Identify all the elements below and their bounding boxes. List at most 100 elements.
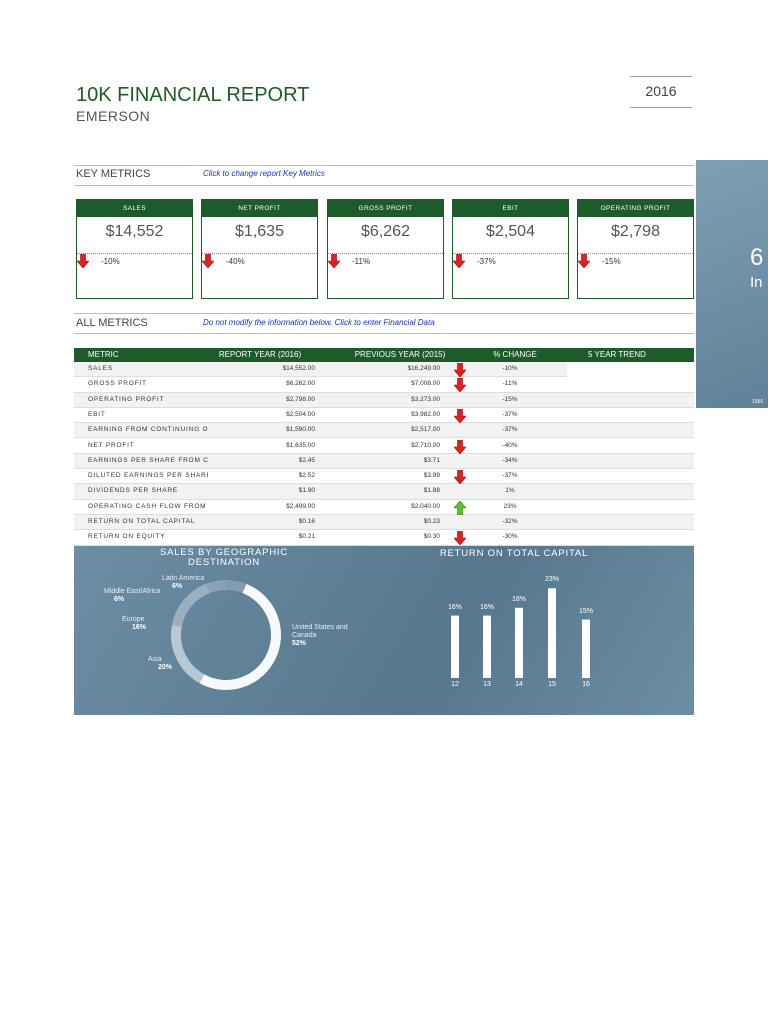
table-row	[74, 484, 694, 500]
bar-category-label: 13	[483, 681, 491, 688]
section-heading: KEY METRICS	[76, 168, 151, 180]
section-rule	[74, 313, 694, 314]
bar-value-label: 15%	[578, 607, 593, 615]
table-row	[74, 438, 694, 454]
card-label: OPERATING PROFIT	[578, 200, 693, 217]
metric-value: $0.16	[298, 518, 315, 525]
metric-value: $14,552.00	[282, 365, 315, 372]
card-value: $2,504	[486, 223, 535, 240]
metric-value: $0.21	[298, 533, 315, 541]
metric-card[interactable]: EBIT $2,504 -37%	[452, 199, 569, 299]
metric-card[interactable]: NET PROFIT $1,635 -40%	[201, 199, 318, 299]
trend-arrow	[453, 254, 465, 268]
arrow-shape	[453, 254, 465, 268]
metric-name: OPERATING CASH FLOW FROM C	[88, 502, 208, 510]
year-rule	[630, 107, 692, 108]
metric-value: -30%	[502, 533, 518, 541]
arrow-shape	[202, 254, 214, 268]
financial-data-link[interactable]: Do not modify the information below. Cli…	[203, 318, 435, 327]
metric-value: $1.90	[298, 487, 315, 495]
card-change: -15%	[602, 257, 621, 266]
bar-value-label: 23%	[544, 576, 559, 584]
metric-value: -32%	[502, 518, 518, 525]
metric-value: $3,982.00	[411, 410, 440, 418]
column-header: REPORT YEAR (2016)	[218, 350, 302, 359]
bar-category-label: 12	[451, 681, 459, 688]
arrow-shape	[454, 500, 466, 515]
card-label: SALES	[77, 200, 192, 217]
section-rule	[74, 185, 694, 186]
metric-value: -37%	[502, 410, 518, 418]
arrow-shape	[454, 363, 466, 377]
trend-arrow	[454, 378, 466, 393]
metric-value: $2,499.00	[286, 502, 315, 510]
card-value: $14,552	[105, 223, 164, 240]
trend-arrow	[77, 254, 89, 268]
table-row	[74, 453, 694, 470]
report-year[interactable]: 2016	[645, 83, 677, 99]
donut-segment	[225, 580, 247, 594]
segment-value: 16%	[132, 624, 147, 631]
donut-segment	[199, 583, 281, 690]
bar-category-label: 15	[548, 681, 556, 688]
metric-value: $1.88	[423, 487, 440, 495]
metric-value: -40%	[502, 441, 518, 449]
segment-label: Europe	[122, 616, 145, 623]
metric-value: $2.45	[298, 456, 315, 464]
metric-name: EARNING FROM CONTINUING OP	[88, 426, 208, 434]
metric-card[interactable]: OPERATING PROFIT $2,798 -15%	[577, 199, 694, 299]
side-number: 6	[750, 244, 764, 271]
side-text: In	[750, 274, 763, 291]
trend-arrow	[578, 254, 590, 268]
bar-category-label: 14	[515, 681, 523, 688]
card-value: $1,635	[235, 223, 284, 240]
section-rule	[74, 165, 694, 166]
metric-value: $2,504.00	[286, 410, 315, 418]
column-header: % CHANGE	[493, 350, 537, 359]
side-footnote: 1956	[752, 399, 764, 405]
card-value: $6,262	[361, 223, 410, 240]
trend-arrow	[202, 254, 214, 268]
metric-value: $16,249.00	[407, 365, 440, 372]
metric-value: $0.30	[423, 533, 440, 541]
metric-value: -37%	[502, 472, 518, 480]
metric-card[interactable]: GROSS PROFIT $6,262 -11%	[327, 199, 444, 299]
trend-arrow	[454, 363, 466, 377]
bar-value-label: 16%	[479, 603, 494, 611]
year-rule	[630, 76, 692, 77]
side-panel: 6 In 1956	[696, 160, 768, 408]
key-metrics-link[interactable]: Click to change report Key Metrics	[203, 169, 325, 178]
card-label: GROSS PROFIT	[328, 200, 443, 217]
metric-name: NET PROFIT	[88, 441, 135, 449]
metric-value: $3.71	[423, 456, 440, 464]
table-row	[74, 469, 694, 485]
arrow-shape	[454, 378, 466, 393]
table-row	[74, 392, 694, 408]
metric-name: RETURN ON TOTAL CAPITAL	[88, 518, 196, 525]
metric-card[interactable]: SALES $14,552 -10%	[76, 199, 193, 299]
metric-name: SALES	[88, 365, 113, 372]
metric-value: $1,590.00	[286, 426, 315, 434]
bar	[515, 607, 523, 678]
card-change: -37%	[477, 257, 496, 266]
metric-value: $2,710.00	[411, 441, 440, 449]
arrow-shape	[454, 439, 466, 454]
bar	[451, 615, 459, 678]
arrow-shape	[328, 254, 340, 268]
segment-value: 6%	[114, 596, 125, 603]
trend-arrow	[454, 439, 466, 454]
metric-value: $0.23	[423, 518, 440, 525]
report-title: 10K FINANCIAL REPORT	[76, 84, 310, 106]
table-row	[74, 423, 694, 439]
segment-value: 20%	[158, 664, 173, 671]
segment-label: United States and Canada	[292, 624, 348, 639]
metric-value: -10%	[502, 365, 518, 372]
metric-value: $3.99	[423, 472, 440, 480]
table-row	[74, 530, 694, 546]
donut-segment	[171, 583, 210, 627]
metric-value: $2,798.00	[286, 395, 315, 403]
trend-arrow	[454, 500, 466, 515]
card-change: -11%	[352, 257, 371, 266]
chart-title: SALES BY GEOGRAPHIC DESTINATION	[159, 547, 288, 568]
arrow-shape	[454, 531, 466, 546]
